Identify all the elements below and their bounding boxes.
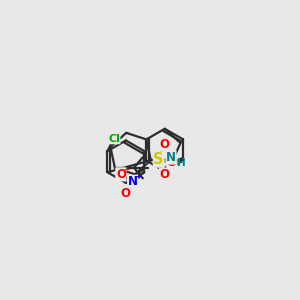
Text: O: O [120,187,130,200]
Text: N: N [128,175,137,188]
Text: +: + [135,172,142,181]
Text: H: H [178,158,186,168]
Text: S: S [154,152,164,167]
Text: Cl: Cl [108,134,120,144]
Text: −: − [123,165,129,174]
Text: O: O [160,168,170,181]
Text: O: O [160,138,170,151]
Text: O: O [116,168,126,181]
Text: O: O [167,156,177,169]
Text: N: N [166,151,176,164]
